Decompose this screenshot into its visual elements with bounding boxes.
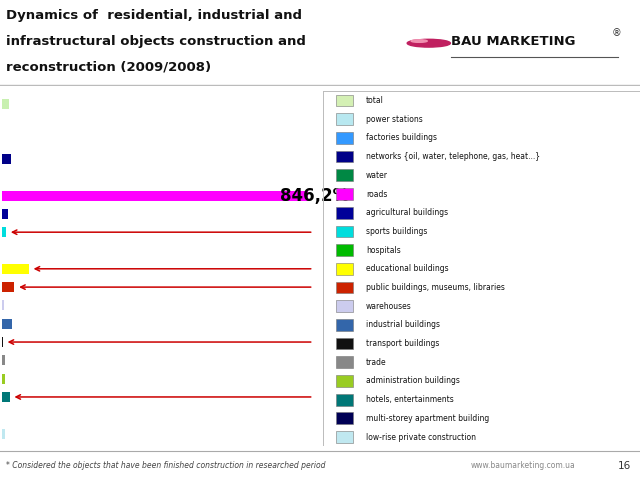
Bar xyxy=(336,431,353,443)
Bar xyxy=(2,264,29,274)
Text: factories buildings: factories buildings xyxy=(366,133,437,143)
Text: hotels, entertainments: hotels, entertainments xyxy=(366,395,454,404)
Text: industrial buildings: industrial buildings xyxy=(366,320,440,329)
Bar xyxy=(336,412,353,424)
Text: ®: ® xyxy=(611,28,621,38)
Text: roads: roads xyxy=(366,190,387,199)
Bar xyxy=(2,319,12,329)
Text: power stations: power stations xyxy=(366,115,422,124)
Text: trade: trade xyxy=(366,358,387,367)
Bar xyxy=(336,113,353,125)
Text: 16: 16 xyxy=(618,461,631,471)
Text: agricultural buildings: agricultural buildings xyxy=(366,208,448,217)
Text: www.baumarketing.com.ua: www.baumarketing.com.ua xyxy=(470,461,575,470)
Text: reconstruction (2009/2008): reconstruction (2009/2008) xyxy=(6,60,212,73)
Bar xyxy=(2,355,4,365)
Ellipse shape xyxy=(412,40,428,42)
Text: transport buildings: transport buildings xyxy=(366,339,439,348)
Bar xyxy=(336,95,353,107)
Text: warehouses: warehouses xyxy=(366,302,412,311)
Bar xyxy=(336,169,353,181)
Bar xyxy=(336,338,353,349)
Text: water: water xyxy=(366,171,388,180)
Bar xyxy=(336,244,353,256)
Bar xyxy=(336,375,353,387)
Bar xyxy=(2,154,11,164)
Bar xyxy=(2,282,15,292)
Text: administration buildings: administration buildings xyxy=(366,376,460,385)
Bar xyxy=(2,429,5,439)
Bar xyxy=(336,188,353,200)
Bar xyxy=(2,209,8,219)
Bar xyxy=(2,99,9,109)
Text: Dynamics of  residential, industrial and: Dynamics of residential, industrial and xyxy=(6,9,302,22)
Bar xyxy=(336,263,353,275)
Text: multi-storey apartment building: multi-storey apartment building xyxy=(366,414,489,423)
Bar xyxy=(336,282,353,293)
Bar xyxy=(336,151,353,163)
Bar xyxy=(336,132,353,144)
Bar xyxy=(336,357,353,368)
Text: low-rise private construction: low-rise private construction xyxy=(366,432,476,442)
Text: infrastructural objects construction and: infrastructural objects construction and xyxy=(6,35,307,48)
Bar xyxy=(336,207,353,218)
Text: networks {oil, water, telephone, gas, heat...}: networks {oil, water, telephone, gas, he… xyxy=(366,152,540,161)
Ellipse shape xyxy=(407,39,451,47)
Text: hospitals: hospitals xyxy=(366,246,401,254)
Bar xyxy=(2,300,4,311)
Bar xyxy=(2,337,3,347)
Bar xyxy=(336,319,353,331)
Text: total: total xyxy=(366,96,384,105)
Text: 846,2%: 846,2% xyxy=(280,187,349,204)
Bar xyxy=(2,392,10,402)
Text: sports buildings: sports buildings xyxy=(366,227,428,236)
Bar xyxy=(2,373,5,384)
Bar xyxy=(336,394,353,406)
Bar xyxy=(336,300,353,312)
Text: educational buildings: educational buildings xyxy=(366,264,449,273)
Bar xyxy=(2,191,308,201)
Text: public buildings, museums, libraries: public buildings, museums, libraries xyxy=(366,283,505,292)
Text: * Considered the objects that have been finished construction in researched peri: * Considered the objects that have been … xyxy=(6,461,326,470)
Text: BAU MARKETING: BAU MARKETING xyxy=(451,35,576,48)
Bar xyxy=(2,227,6,237)
Bar xyxy=(336,226,353,237)
